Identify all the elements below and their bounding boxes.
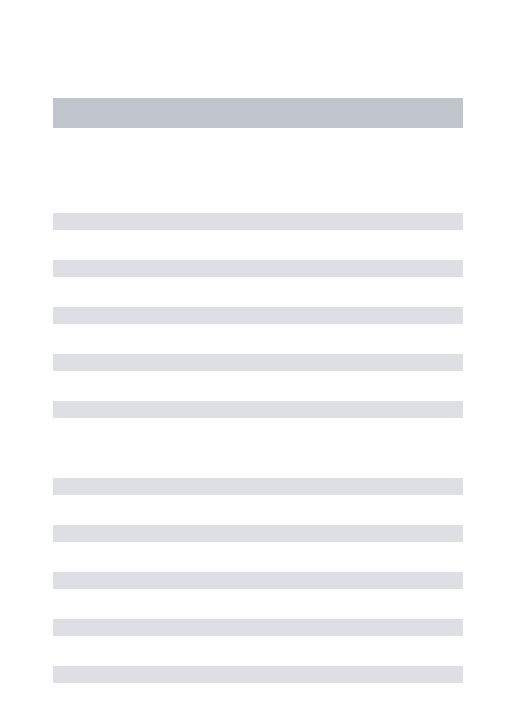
text-line-placeholder [53, 525, 463, 542]
text-line-placeholder [53, 572, 463, 589]
section-gap [53, 448, 463, 478]
text-line-placeholder [53, 213, 463, 230]
text-line-placeholder [53, 401, 463, 418]
text-line-placeholder [53, 354, 463, 371]
text-line-placeholder [53, 307, 463, 324]
section-2 [53, 478, 463, 683]
skeleton-document [0, 0, 516, 683]
title-placeholder [53, 98, 463, 128]
text-line-placeholder [53, 478, 463, 495]
text-line-placeholder [53, 260, 463, 277]
section-1 [53, 213, 463, 418]
text-line-placeholder [53, 666, 463, 683]
text-line-placeholder [53, 619, 463, 636]
